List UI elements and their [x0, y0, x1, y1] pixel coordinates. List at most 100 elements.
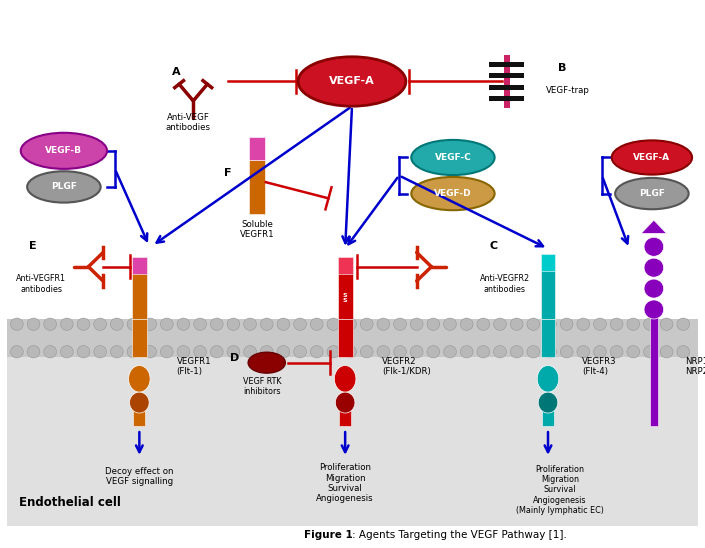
- Circle shape: [577, 346, 589, 358]
- Circle shape: [194, 318, 207, 330]
- Circle shape: [77, 346, 90, 358]
- Circle shape: [493, 346, 506, 358]
- Text: VEGFR3
(Flt-4): VEGFR3 (Flt-4): [582, 357, 617, 376]
- Text: Soluble
VEGFR1: Soluble VEGFR1: [240, 220, 274, 239]
- Circle shape: [177, 318, 190, 330]
- Bar: [249, 161, 265, 214]
- Text: PLGF: PLGF: [51, 182, 77, 191]
- Text: Figure 1: Figure 1: [304, 530, 352, 540]
- Bar: [489, 73, 525, 78]
- Text: Anti-VEGFR1
antibodies: Anti-VEGFR1 antibodies: [16, 274, 66, 294]
- Circle shape: [27, 318, 40, 330]
- Text: F: F: [223, 168, 231, 178]
- Circle shape: [594, 318, 606, 330]
- Text: Anti-VEGFR2
antibodies: Anti-VEGFR2 antibodies: [480, 274, 530, 294]
- Bar: [132, 319, 147, 357]
- Ellipse shape: [128, 366, 150, 392]
- Circle shape: [644, 279, 663, 298]
- Circle shape: [260, 318, 273, 330]
- Text: Anti-VEGF
antibodies: Anti-VEGF antibodies: [166, 113, 211, 132]
- Ellipse shape: [411, 177, 495, 210]
- Circle shape: [660, 346, 673, 358]
- Circle shape: [260, 346, 273, 358]
- Circle shape: [360, 346, 373, 358]
- Circle shape: [327, 318, 340, 330]
- Ellipse shape: [298, 57, 406, 106]
- Circle shape: [410, 318, 423, 330]
- Text: C: C: [489, 241, 497, 251]
- Circle shape: [310, 346, 323, 358]
- Circle shape: [644, 300, 663, 319]
- Text: B: B: [558, 63, 566, 73]
- Bar: [7, 319, 698, 526]
- Circle shape: [44, 318, 56, 330]
- Bar: [541, 254, 556, 271]
- Circle shape: [244, 346, 257, 358]
- Circle shape: [161, 346, 173, 358]
- Circle shape: [460, 318, 473, 330]
- Bar: [541, 254, 556, 319]
- Circle shape: [343, 346, 357, 358]
- Bar: [338, 257, 352, 275]
- Circle shape: [111, 346, 123, 358]
- Bar: [489, 96, 525, 101]
- Circle shape: [611, 346, 623, 358]
- Circle shape: [11, 318, 23, 330]
- Circle shape: [477, 318, 490, 330]
- Text: VEGFR2
(Flk-1/KDR): VEGFR2 (Flk-1/KDR): [382, 357, 431, 376]
- Circle shape: [493, 318, 506, 330]
- Circle shape: [460, 346, 473, 358]
- Text: : Agents Targeting the VEGF Pathway [1].: : Agents Targeting the VEGF Pathway [1].: [352, 530, 568, 540]
- Circle shape: [611, 318, 623, 330]
- Polygon shape: [641, 220, 667, 233]
- Circle shape: [410, 346, 423, 358]
- Bar: [249, 136, 265, 161]
- Ellipse shape: [130, 392, 149, 413]
- Circle shape: [644, 258, 663, 277]
- Circle shape: [227, 318, 240, 330]
- Bar: [338, 319, 352, 357]
- Bar: [133, 398, 145, 426]
- Ellipse shape: [27, 172, 101, 203]
- Ellipse shape: [248, 352, 286, 373]
- Circle shape: [393, 346, 406, 358]
- Bar: [489, 85, 525, 89]
- Text: NRP1/
NRP2: NRP1/ NRP2: [685, 357, 705, 376]
- Circle shape: [527, 318, 540, 330]
- Text: VEGF-D: VEGF-D: [434, 189, 472, 198]
- Circle shape: [427, 318, 440, 330]
- Ellipse shape: [537, 366, 559, 392]
- Circle shape: [677, 346, 689, 358]
- Circle shape: [443, 318, 456, 330]
- Text: Endothelial cell: Endothelial cell: [19, 496, 121, 509]
- Text: VEGF-trap: VEGF-trap: [546, 87, 589, 95]
- Circle shape: [627, 346, 639, 358]
- Circle shape: [127, 346, 140, 358]
- Text: VEGF-A: VEGF-A: [329, 77, 375, 87]
- Bar: [132, 257, 147, 275]
- Circle shape: [194, 346, 207, 358]
- Circle shape: [77, 318, 90, 330]
- Circle shape: [61, 318, 73, 330]
- Bar: [338, 257, 352, 319]
- Text: Proliferation
Migration
Survival
Angiogenesis
(Mainly lymphatic EC): Proliferation Migration Survival Angioge…: [516, 465, 603, 515]
- Circle shape: [227, 346, 240, 358]
- Bar: [541, 319, 556, 357]
- Circle shape: [127, 318, 140, 330]
- Circle shape: [644, 237, 663, 256]
- Ellipse shape: [612, 140, 692, 175]
- Text: VEGFR1
(Flt-1): VEGFR1 (Flt-1): [176, 357, 212, 376]
- Circle shape: [644, 318, 656, 330]
- Circle shape: [627, 318, 639, 330]
- Circle shape: [544, 346, 556, 358]
- Circle shape: [94, 346, 106, 358]
- Circle shape: [527, 346, 540, 358]
- Text: Decoy effect on
VEGF signalling: Decoy effect on VEGF signalling: [105, 467, 173, 487]
- Ellipse shape: [411, 140, 495, 175]
- Circle shape: [377, 346, 390, 358]
- Bar: [7, 319, 698, 357]
- Circle shape: [560, 318, 573, 330]
- Circle shape: [443, 346, 456, 358]
- Text: S
S: S S: [343, 293, 348, 304]
- Text: VEGF-B: VEGF-B: [45, 146, 82, 155]
